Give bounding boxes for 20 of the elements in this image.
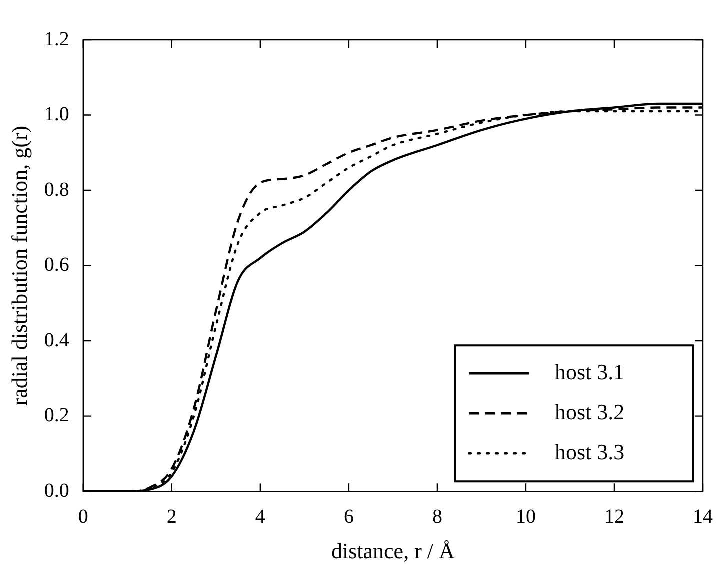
x-tick-label: 2 <box>166 506 177 528</box>
x-tick-label: 0 <box>78 506 88 528</box>
x-tick-label: 8 <box>432 506 442 528</box>
y-tick-label: 0.8 <box>44 178 70 201</box>
legend-label: host 3.2 <box>555 399 625 424</box>
y-tick-label: 1.2 <box>44 28 70 50</box>
x-tick-label: 4 <box>255 506 266 528</box>
x-tick-label: 12 <box>604 506 624 528</box>
x-tick-label: 6 <box>344 506 354 528</box>
y-tick-label: 0.0 <box>44 480 70 502</box>
y-tick-label: 0.6 <box>44 254 70 276</box>
y-axis-title: radial distribution function, g(r) <box>6 126 32 406</box>
x-tick-label: 14 <box>693 506 713 528</box>
y-tick-label: 0.2 <box>44 404 70 427</box>
legend-label: host 3.1 <box>555 359 625 384</box>
x-axis-title: distance, r / Å <box>331 538 456 564</box>
y-tick-label: 0.4 <box>44 329 70 352</box>
legend-label: host 3.3 <box>555 439 625 464</box>
y-tick-label: 1.0 <box>44 104 70 126</box>
x-tick-label: 10 <box>516 506 536 528</box>
